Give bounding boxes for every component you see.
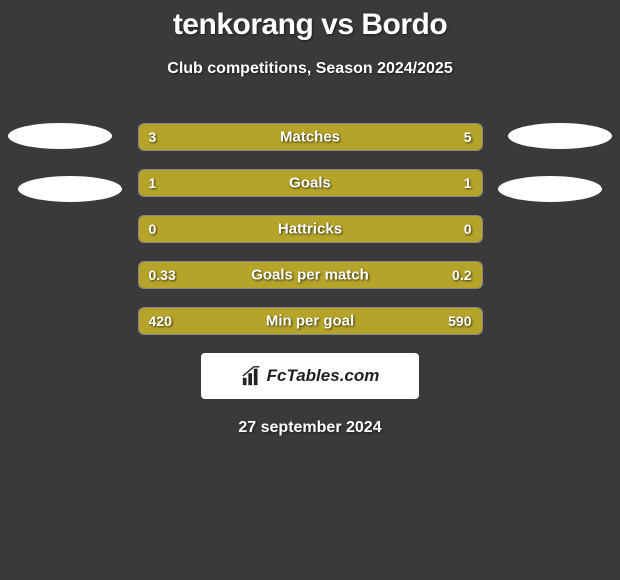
logo-text: FcTables.com — [267, 366, 380, 386]
stat-value-right: 590 — [448, 313, 471, 329]
bar-chart-icon — [241, 365, 263, 387]
stat-label: Min per goal — [139, 313, 482, 330]
stat-value-right: 0 — [464, 221, 472, 237]
stat-value-left: 0.33 — [149, 267, 176, 283]
logo-content: FcTables.com — [241, 365, 380, 387]
stat-row: Matches3 5 — [138, 123, 483, 151]
stat-value-left: 420 — [149, 313, 172, 329]
stats-area: Matches3 5 Goals1 1 Hattricks0 0 Goals per mat… — [0, 123, 620, 335]
page-subtitle: Club competitions, Season 2024/2025 — [0, 60, 620, 78]
stat-row: Min per goal420 590 — [138, 307, 483, 335]
stat-value-left: 3 — [149, 129, 157, 145]
stat-value-right: 5 — [464, 129, 472, 145]
stat-label: Goals per match — [139, 267, 482, 284]
logo-box: FcTables.com — [201, 353, 419, 399]
player-avatar-right-bottom — [498, 176, 602, 202]
stat-value-left: 1 — [149, 175, 157, 191]
stat-label: Goals — [139, 175, 482, 192]
player-avatar-left-top — [8, 123, 112, 149]
stat-value-left: 0 — [149, 221, 157, 237]
player-avatar-left-bottom — [18, 176, 122, 202]
comparison-container: tenkorang vs Bordo Club competitions, Se… — [0, 0, 620, 437]
page-title: tenkorang vs Bordo — [0, 8, 620, 42]
stat-row: Goals per match0.33 0.2 — [138, 261, 483, 289]
player-avatar-right-top — [508, 123, 612, 149]
stat-label: Matches — [139, 129, 482, 146]
stat-row: Hattricks0 0 — [138, 215, 483, 243]
stat-value-right: 1 — [464, 175, 472, 191]
stat-label: Hattricks — [139, 221, 482, 238]
stat-value-right: 0.2 — [452, 267, 471, 283]
date-text: 27 september 2024 — [0, 419, 620, 437]
stat-row: Goals1 1 — [138, 169, 483, 197]
